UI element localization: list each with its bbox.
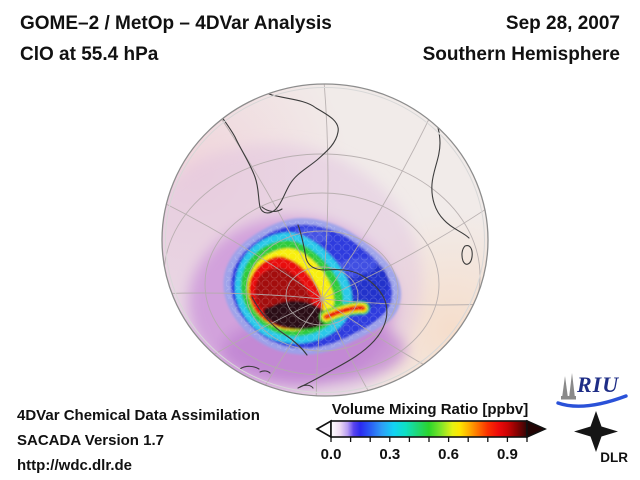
dlr-star-icon — [574, 411, 618, 452]
credit-line-3: http://wdc.dlr.de — [17, 457, 132, 474]
credit-line-2: SACADA Version 1.7 — [17, 432, 164, 449]
colorbar-title: Volume Mixing Ratio [ppbv] — [331, 401, 529, 418]
island-south — [299, 384, 314, 389]
colorbar — [315, 419, 547, 442]
riu-logo-graphic — [556, 373, 628, 408]
colorbar-tick-label: 0.6 — [438, 446, 460, 463]
riu-swoosh-icon — [556, 394, 628, 408]
credit-line-1: 4DVar Chemical Data Assimilation — [17, 407, 260, 424]
footer-credits: 4DVar Chemical Data Assimilation SACADA … — [17, 403, 260, 478]
colorbar-tick-label: 0.0 — [320, 446, 342, 463]
dlr-star-shape — [574, 411, 618, 452]
antarctica-coast — [297, 224, 388, 389]
globe-rim — [161, 83, 489, 397]
cathedral-icon — [562, 376, 568, 398]
islands-southwest — [239, 365, 271, 374]
date-label: Sep 28, 2007 — [505, 13, 620, 34]
colorbar-ticks — [330, 437, 528, 442]
globe-disk — [162, 84, 488, 396]
colorbar-tick-label: 0.3 — [379, 446, 401, 463]
header-left: GOME–2 / MetOp – 4DVar Analysis ClO at 5… — [20, 13, 332, 66]
cathedral-spire-icon — [569, 373, 575, 398]
header-right: Sep 28, 2007 Southern Hemisphere — [423, 13, 620, 66]
analysis-title: GOME–2 / MetOp – 4DVar Analysis — [20, 13, 332, 34]
dlr-wordmark: DLR — [600, 450, 628, 465]
colorbar-tick-labels: 0.0 0.3 0.6 0.9 — [0, 446, 640, 464]
hemisphere-label: Southern Hemisphere — [422, 44, 620, 65]
south-america — [213, 91, 339, 214]
globe-outer-rim — [165, 87, 485, 393]
colorbar-overflow-arrow — [526, 419, 547, 439]
analysis-subtitle: ClO at 55.4 hPa — [20, 44, 159, 65]
madagascar — [461, 245, 473, 265]
colorbar-tick-label: 0.9 — [496, 446, 518, 463]
riu-wordmark: RIU — [577, 372, 620, 397]
colorbar-underflow-arrow — [315, 419, 332, 439]
colorbar-gradient — [330, 420, 528, 438]
antarctica-inner-coast — [251, 296, 308, 356]
riu-logo: RIU — [556, 372, 628, 410]
dlr-logo: DLR — [566, 410, 630, 466]
tierra-del-fuego — [261, 206, 283, 212]
cathedral-base — [561, 396, 576, 400]
